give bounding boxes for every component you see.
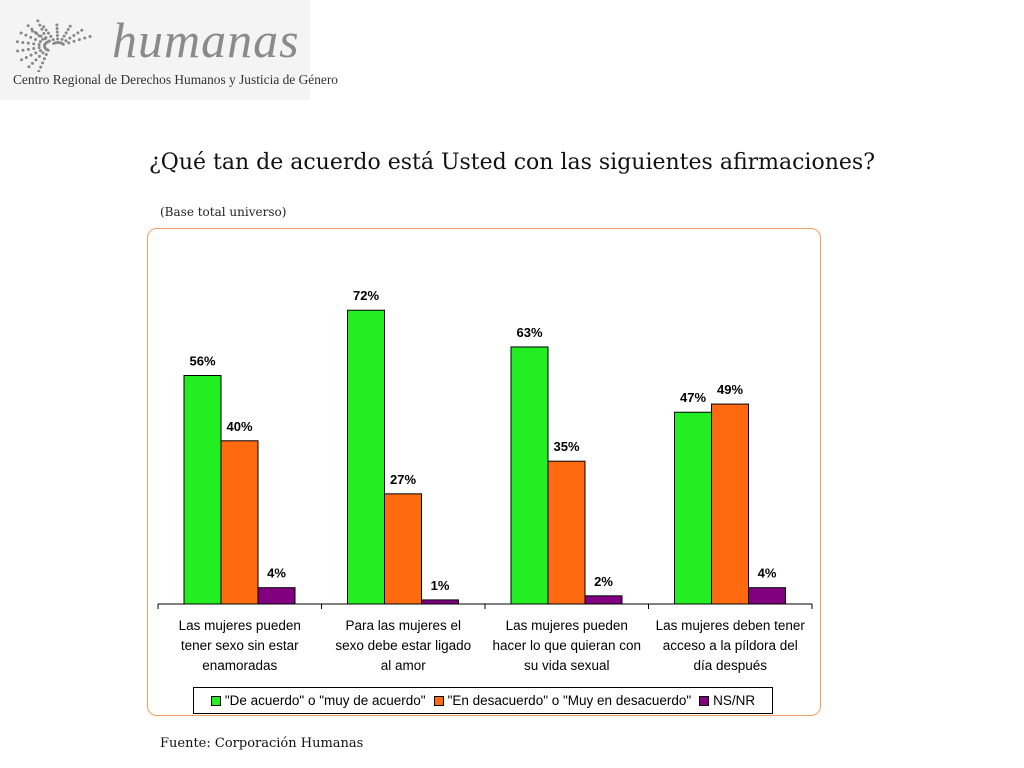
source-note: Fuente: Corporación Humanas (160, 736, 364, 751)
bar-disagree-3 (547, 460, 586, 605)
data-label-agree-1: 56% (189, 354, 215, 369)
data-label-agree-4: 47% (680, 390, 706, 405)
bar-nsnr-4 (748, 587, 786, 605)
category-label-3: hacer lo que quieran con (492, 638, 641, 653)
chart-legend: "De acuerdo" o "muy de acuerdo" "En desa… (193, 687, 773, 714)
category-label-4: Las mujeres deben tener (656, 618, 806, 633)
category-label-2: Para las mujeres el (345, 618, 461, 633)
legend-label-nsnr: NS/NR (713, 693, 756, 708)
chart-frame (147, 228, 821, 716)
bar-agree-1 (183, 375, 222, 605)
legend-swatch-agree (210, 695, 221, 706)
logo-wordmark: humanas (112, 12, 300, 68)
dotted-fan-logo-icon (15, 19, 92, 72)
category-label-1: tener sexo sin estar (181, 638, 299, 653)
bar-nsnr-1 (257, 587, 296, 605)
legend-item-agree: "De acuerdo" o "muy de acuerdo" (210, 693, 426, 708)
category-label-1: enamoradas (202, 658, 277, 673)
data-label-nsnr-3: 2% (594, 574, 613, 589)
data-label-agree-3: 63% (516, 325, 542, 340)
category-label-1: Las mujeres pueden (179, 618, 301, 633)
bar-agree-2 (347, 309, 385, 605)
legend-swatch-disagree (433, 695, 444, 706)
data-label-nsnr-2: 1% (431, 578, 450, 593)
bar-disagree-1 (220, 440, 259, 605)
category-label-2: sexo debe estar ligado (335, 638, 471, 653)
logo-subtitle: Centro Regional de Derechos Humanos y Ju… (13, 72, 339, 87)
data-label-disagree-3: 35% (553, 439, 579, 454)
data-label-disagree-2: 27% (390, 472, 416, 487)
legend-label-disagree: "En desacuerdo" o "Muy en desacuerdo" (447, 693, 692, 708)
category-label-4: acceso a la píldora del (663, 638, 798, 653)
bar-agree-3 (510, 346, 549, 605)
legend-item-disagree: "En desacuerdo" o "Muy en desacuerdo" (433, 693, 692, 708)
data-label-agree-2: 72% (353, 288, 379, 303)
data-label-disagree-1: 40% (226, 419, 252, 434)
legend-swatch-nsnr (699, 695, 710, 706)
legend-item-nsnr: NS/NR (699, 693, 755, 708)
logo: humanas Centro Regional de Derechos Huma… (0, 0, 338, 100)
bar-nsnr-2 (421, 599, 459, 605)
bar-disagree-4 (711, 403, 749, 605)
category-label-3: su vida sexual (524, 658, 610, 673)
data-label-nsnr-1: 4% (267, 566, 286, 581)
bar-disagree-2 (384, 493, 422, 605)
category-label-4: día después (693, 658, 767, 673)
bar-nsnr-3 (584, 595, 623, 605)
category-label-3: Las mujeres pueden (506, 618, 628, 633)
bar-agree-4 (674, 411, 712, 605)
category-label-2: al amor (381, 658, 427, 673)
chart-subtitle: (Base total universo) (160, 205, 287, 219)
page-title: ¿Qué tan de acuerdo está Usted con las s… (149, 150, 875, 175)
data-label-nsnr-4: 4% (758, 566, 777, 581)
data-label-disagree-4: 49% (717, 382, 743, 397)
legend-label-agree: "De acuerdo" o "muy de acuerdo" (224, 693, 426, 708)
